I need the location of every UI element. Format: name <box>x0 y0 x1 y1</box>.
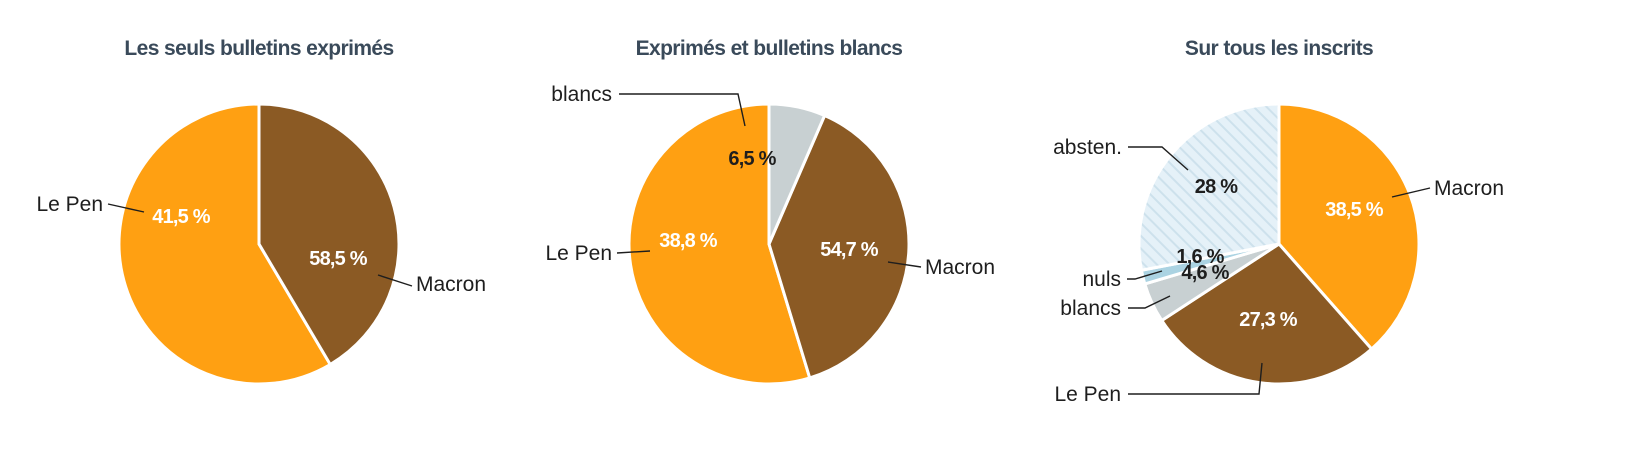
leader-line-macron <box>377 274 413 287</box>
pie-slice-macron <box>1277 102 1421 351</box>
leader-line-blancs <box>619 93 746 127</box>
slice-name-blancs: blancs <box>551 83 612 106</box>
percent-label-le-pen: 38,8 % <box>659 230 717 252</box>
percent-label-le-pen: 27,3 % <box>1239 309 1297 331</box>
pie-slice-macron <box>117 102 332 386</box>
pie-slice-le-pen <box>257 102 401 366</box>
slice-name-macron: Macron <box>1434 177 1504 200</box>
pie-slices <box>627 102 911 386</box>
percent-label-blancs: 4,6 % <box>1181 262 1229 284</box>
slice-name-macron: Macron <box>416 273 486 296</box>
pie-chart-expressed-and-blank: Exprimés et bulletins blancs 54,7 % Macron… <box>545 37 995 386</box>
percent-label-macron: 58,5 % <box>309 248 367 270</box>
slice-name-absten: absten. <box>1053 136 1122 159</box>
leader-line-nuls <box>1127 270 1163 280</box>
percent-label-nuls: 1,6 % <box>1176 246 1224 268</box>
leader-line-macron <box>887 261 922 268</box>
percent-label-macron: 54,7 % <box>820 239 878 261</box>
leader-line-blancs <box>1128 295 1171 309</box>
leader-line-le-pen <box>1128 362 1263 395</box>
percent-label-blancs: 6,5 % <box>728 148 776 170</box>
slice-name-le-pen: Le Pen <box>545 242 612 265</box>
pie-chart-expressed: Les seuls bulletins exprimés 58,5 % Macron… <box>36 37 486 386</box>
slice-name-nuls: nuls <box>1082 268 1121 291</box>
pie-slice-macron <box>627 102 812 386</box>
slice-name-blancs: blancs <box>1060 297 1121 320</box>
leader-line-macron <box>1391 187 1431 198</box>
slice-name-macron: Macron <box>925 256 995 279</box>
pie-chart-all-registered: Sur tous les inscrits 38,5 % Macron 27,3 % L… <box>1053 37 1504 406</box>
percent-label-le-pen: 41,5 % <box>152 206 210 228</box>
chart-title: Sur tous les inscrits <box>1185 37 1373 60</box>
leader-line-le-pen <box>616 250 651 254</box>
percent-label-absten: 28 % <box>1195 176 1238 198</box>
chart-title: Les seuls bulletins exprimés <box>124 37 393 60</box>
leader-line-absten <box>1128 146 1189 171</box>
leader-line-le-pen <box>107 203 145 213</box>
slice-name-le-pen: Le Pen <box>36 193 103 216</box>
pie-slices <box>1137 102 1421 386</box>
pie-slice-le-pen <box>767 114 911 380</box>
slice-name-le-pen: Le Pen <box>1054 383 1121 406</box>
chart-title: Exprimés et bulletins blancs <box>636 37 903 60</box>
pie-slice-blancs <box>767 102 827 246</box>
pie-slices <box>117 102 401 386</box>
percent-label-macron: 38,5 % <box>1325 199 1383 221</box>
